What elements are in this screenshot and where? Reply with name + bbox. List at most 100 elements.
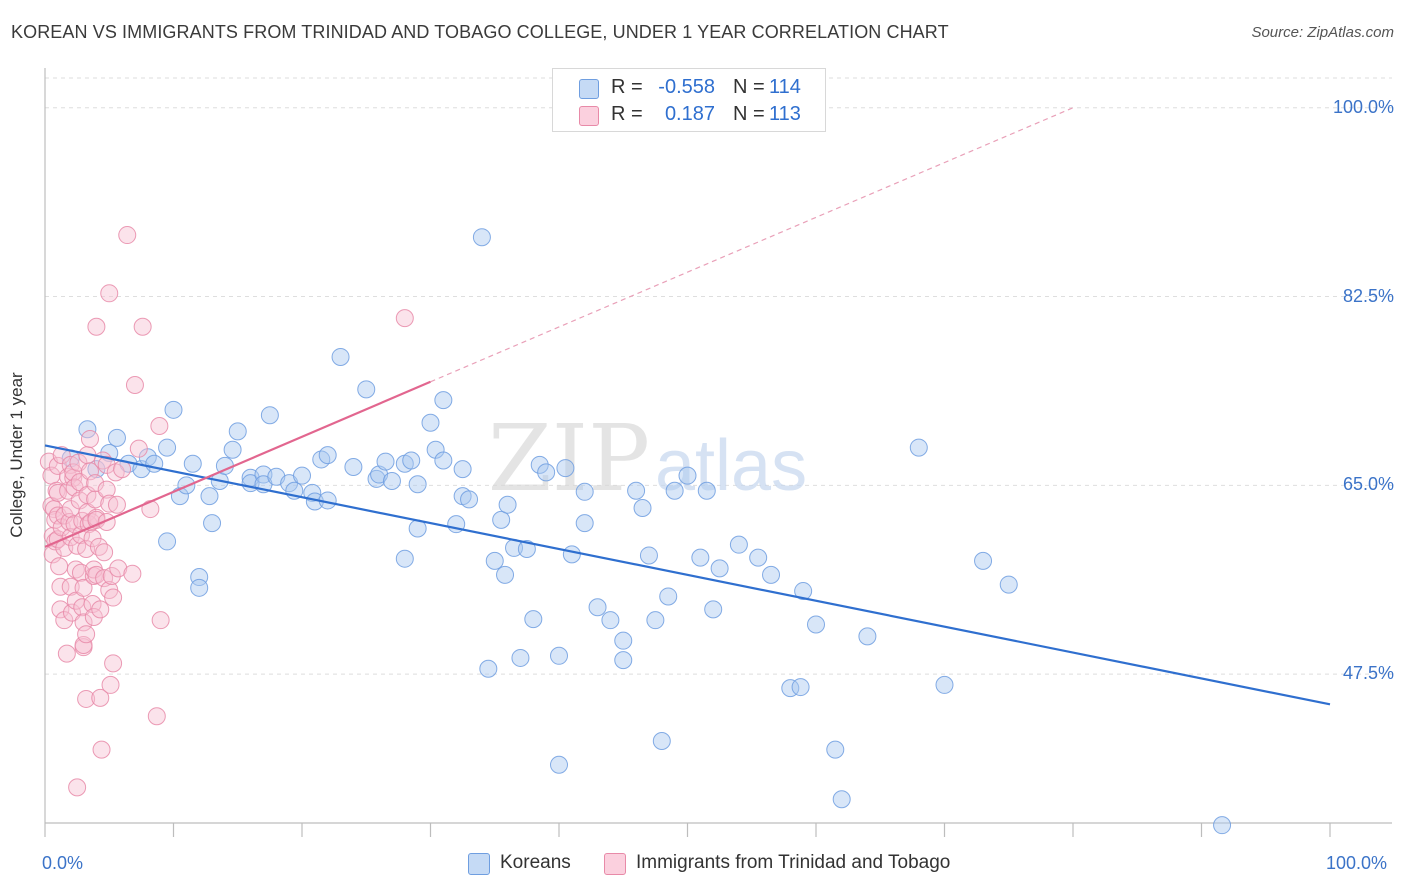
korean-point [909, 438, 928, 457]
x-min-label: 0.0% [42, 853, 84, 873]
korean-point [524, 610, 543, 629]
n-label: N = [733, 76, 765, 98]
korean-point [260, 406, 279, 425]
korean-point [639, 546, 658, 565]
korean-point [614, 631, 633, 650]
legend-label-koreans: Koreans [500, 852, 571, 873]
korean-point [517, 539, 536, 558]
trinidad-point [118, 226, 137, 245]
korean-point [331, 347, 350, 366]
korean-point [537, 463, 556, 482]
korean-point [550, 646, 568, 665]
korean-point [496, 565, 515, 584]
watermark: ZIP atlas [488, 405, 807, 512]
korean-point [1213, 816, 1232, 835]
trinidad-point [100, 494, 119, 513]
trinidad-point [133, 317, 152, 336]
korean-point [530, 455, 549, 474]
korean-point [832, 790, 851, 809]
korean-point [164, 400, 183, 419]
trinidad-point [55, 611, 74, 630]
trinidad-point [84, 607, 103, 626]
trinidad-point [97, 480, 116, 499]
r-label: R = [611, 103, 643, 125]
korean-point [158, 438, 177, 457]
korean-point [627, 481, 646, 500]
legend-label-trinidad: Immigrants from Trinidad and Tobago [636, 852, 951, 873]
korean-point [550, 755, 568, 774]
legend-swatch-koreans [468, 853, 490, 875]
korean-point [223, 440, 242, 459]
trinidad-point [74, 578, 93, 597]
korean-point [601, 611, 620, 630]
korean-point [511, 648, 530, 667]
y-tick-label: 100.0% [1332, 96, 1394, 117]
trinidad-point [77, 625, 96, 644]
stats-box: R = -0.558 N = 114 R = 0.187 N = 113 [552, 68, 826, 132]
r-label: R = [611, 76, 643, 98]
trinidad-trend-extension [430, 107, 1074, 383]
n-label: N = [733, 103, 765, 125]
trinidad-point [95, 543, 114, 562]
korean-point [556, 459, 575, 478]
korean-point [434, 391, 453, 410]
korean-point [974, 551, 993, 570]
korean-point [791, 678, 810, 697]
korean-point [190, 578, 209, 597]
korean-point [293, 466, 311, 485]
trinidad-point [123, 564, 142, 583]
korean-point [794, 582, 813, 601]
korean-point [614, 651, 633, 670]
korean-point [762, 565, 781, 584]
korean-point [575, 482, 594, 501]
trinidad-point [151, 611, 170, 630]
watermark-zip: ZIP [488, 405, 650, 512]
trinidad-trend-line [44, 380, 431, 548]
korean-point [434, 451, 453, 470]
korean-point [344, 457, 363, 476]
y-tick-label: 82.5% [1342, 285, 1394, 306]
trinidad-point [109, 559, 128, 578]
x-max-label: 100.0% [1326, 853, 1388, 873]
korean-point [402, 451, 421, 470]
r-value: 0.187 [664, 103, 715, 125]
n-value: 114 [769, 76, 801, 98]
korean-point [408, 475, 427, 494]
trinidad-point [91, 600, 110, 619]
korean-point [729, 535, 748, 554]
trinidad-point [395, 309, 414, 328]
korean-point [807, 615, 825, 634]
korean-point [691, 548, 710, 567]
korean-point [203, 514, 222, 533]
trinidad-point [101, 675, 120, 694]
trinidad-point [92, 740, 111, 759]
trinidad-point [57, 644, 76, 663]
korean-point [460, 490, 479, 509]
trinidad-point [73, 598, 92, 617]
chart-title: KOREAN VS IMMIGRANTS FROM TRINIDAD AND T… [11, 22, 949, 42]
korean-point [357, 380, 376, 399]
korean-point [485, 551, 504, 570]
korean-point [228, 422, 247, 441]
trinidad-point [86, 490, 105, 509]
korean-point [382, 472, 401, 491]
korean-point [472, 228, 491, 247]
trinidad-point [91, 688, 110, 707]
korean-point [183, 454, 202, 473]
korean-point [749, 548, 768, 567]
trinidad-point [74, 635, 93, 654]
stats-swatch-koreans [579, 79, 599, 99]
korean-point [633, 498, 652, 517]
trinidad-point [89, 537, 108, 556]
korean-point [395, 549, 414, 568]
korean-point [158, 532, 177, 551]
trinidad-point [129, 439, 148, 458]
trinidad-point [68, 778, 87, 797]
korean-point [704, 600, 723, 619]
y-tick-label: 47.5% [1342, 663, 1394, 684]
n-value: 113 [769, 103, 801, 125]
korean-point [479, 659, 498, 678]
legend-swatch-trinidad [604, 853, 626, 875]
trinidad-point [80, 429, 99, 448]
